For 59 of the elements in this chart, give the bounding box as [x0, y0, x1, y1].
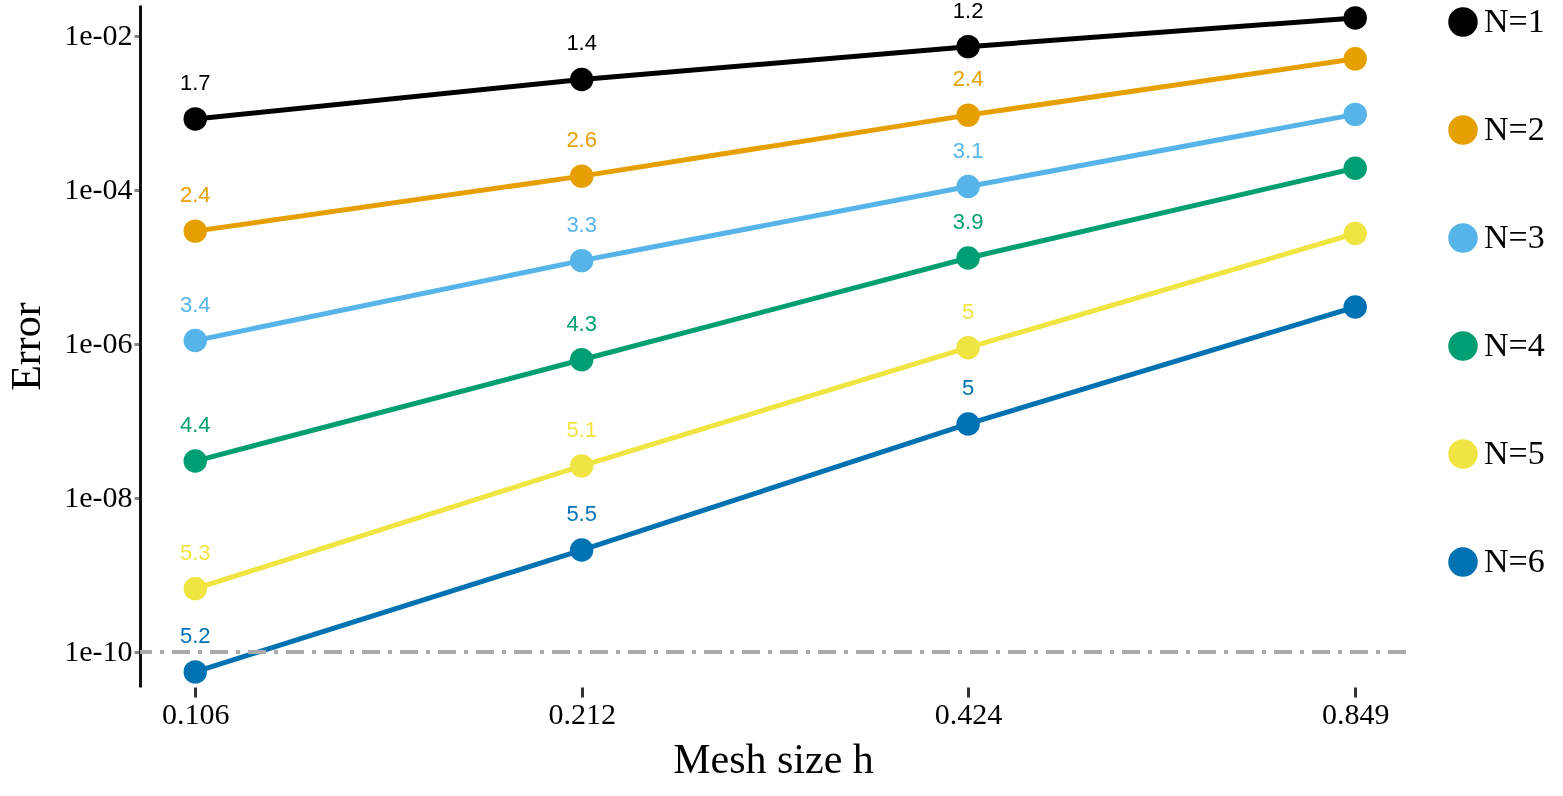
point: [1343, 295, 1367, 319]
point: [183, 328, 207, 353]
annotation: 2.6: [566, 127, 597, 153]
y-tick-label: 1e-04: [64, 172, 133, 206]
y-tick-label: 1e-08: [64, 480, 133, 514]
annotation: 3.1: [952, 137, 984, 163]
point: [1343, 47, 1367, 71]
point: [1343, 6, 1367, 30]
point: [183, 219, 207, 243]
legend-label: N=6: [1484, 542, 1545, 579]
annotation: 4.4: [179, 412, 211, 438]
annotation: 5: [961, 298, 975, 324]
x-tick-label: 0.106: [161, 696, 230, 730]
x-tick-label: 0.212: [548, 696, 616, 730]
annotation: 5.2: [179, 622, 211, 648]
annotation: 5: [961, 374, 975, 400]
x-axis-title: Mesh size h: [673, 735, 874, 782]
annotation: 4.3: [566, 310, 597, 336]
legend-label: N=5: [1484, 434, 1545, 471]
point: [956, 103, 980, 127]
y-tick-label: 1e-10: [64, 634, 133, 668]
x-tick-label: 0.424: [934, 696, 1003, 730]
annotation: 5.5: [566, 501, 597, 527]
point: [569, 67, 594, 92]
legend-label: N=2: [1484, 110, 1545, 147]
point: [569, 248, 594, 273]
legend-label: N=1: [1484, 2, 1545, 39]
point: [956, 174, 980, 199]
point: [569, 348, 594, 372]
point: [183, 660, 207, 684]
annotation: 5.3: [179, 539, 211, 565]
point: [183, 577, 207, 601]
annotation: 1.7: [179, 69, 211, 95]
annotation: 1.4: [566, 30, 597, 56]
point: [1343, 156, 1367, 180]
point: [956, 412, 980, 436]
point: [1343, 102, 1367, 127]
annotation: 1.2: [952, 0, 984, 23]
annotation: 2.4: [952, 66, 984, 92]
y-axis-title: Error: [3, 302, 50, 391]
y-tick-label: 1e-06: [64, 326, 133, 360]
point: [569, 454, 594, 478]
point: [569, 538, 594, 562]
annotation: 2.4: [179, 182, 211, 208]
point: [956, 335, 980, 360]
y-tick-label: 1e-02: [64, 18, 133, 52]
x-tick-label: 0.849: [1321, 696, 1390, 730]
point: [183, 107, 207, 131]
point: [569, 164, 594, 188]
point: [956, 34, 980, 59]
point: [183, 449, 207, 473]
annotation: 3.3: [566, 211, 597, 237]
legend-label: N=3: [1484, 218, 1545, 255]
legend-label: N=4: [1484, 326, 1545, 363]
annotation: 3.4: [179, 291, 211, 317]
point: [956, 246, 980, 270]
annotation: 5.1: [566, 416, 597, 442]
point: [1343, 221, 1367, 246]
annotation: 3.9: [952, 208, 984, 234]
